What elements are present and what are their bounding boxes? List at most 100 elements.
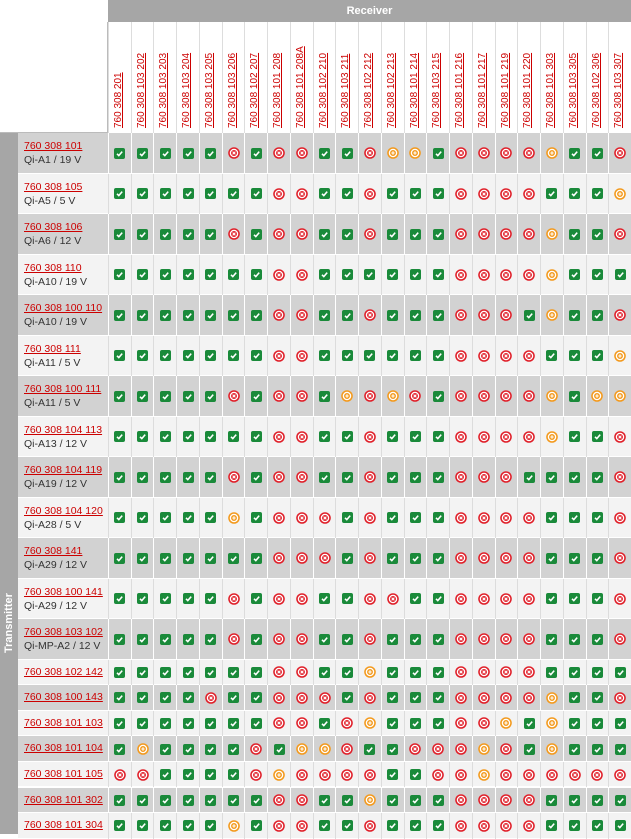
product-link[interactable]: 760 308 100 111 <box>24 383 102 395</box>
status-cell <box>449 538 472 579</box>
product-link[interactable]: 760 308 100 141 <box>24 585 103 598</box>
product-link[interactable]: 760 308 110 <box>24 261 82 274</box>
product-spec: Qi-A29 / 12 V <box>24 559 88 571</box>
status-cell <box>403 376 427 417</box>
status-icon <box>341 768 354 781</box>
status-icon <box>319 390 331 402</box>
product-link[interactable]: 760 308 104 119 <box>24 464 103 476</box>
status-cell <box>244 416 267 457</box>
status-icon <box>205 512 217 524</box>
status-cell <box>471 254 495 295</box>
product-link[interactable]: 760 308 101 103 <box>24 716 103 729</box>
status-icon <box>250 309 262 321</box>
status-cell <box>562 685 586 711</box>
status-cell <box>608 335 631 376</box>
status-cell <box>471 736 495 762</box>
status-cell <box>449 416 472 457</box>
status-icon <box>273 794 285 807</box>
status-cell <box>153 173 176 214</box>
row: 760 308 100 141 Qi-A29 / 12 V <box>18 578 631 619</box>
row-label: 760 308 101 104 <box>24 741 108 755</box>
status-cell <box>130 761 154 788</box>
product-link[interactable]: 760 308 101 302 <box>24 793 103 806</box>
status-cell <box>108 619 131 660</box>
status-cell <box>153 659 176 686</box>
status-cell <box>198 214 222 255</box>
status-cell <box>221 416 245 457</box>
status-cell <box>312 619 336 660</box>
status-icon <box>159 794 171 806</box>
status-cell <box>562 761 586 788</box>
product-link[interactable]: 760 308 100 143 <box>24 691 103 704</box>
status-icon <box>387 692 399 704</box>
status-icon <box>387 350 399 362</box>
status-cell <box>380 214 404 255</box>
product-link[interactable]: 760 308 101 <box>24 140 83 152</box>
column-header: 760 308 102 306 <box>590 52 602 128</box>
status-icon <box>182 769 194 781</box>
product-link[interactable]: 760 308 105 <box>24 180 83 193</box>
product-link[interactable]: 760 308 111 <box>24 342 81 355</box>
status-cell <box>130 685 154 711</box>
status-icon <box>455 228 467 241</box>
product-link[interactable]: 760 308 104 120 <box>24 504 103 517</box>
status-cell <box>289 173 313 214</box>
status-cell <box>358 736 381 762</box>
status-cell <box>221 457 245 498</box>
status-cell <box>335 736 358 762</box>
status-icon <box>591 820 603 832</box>
status-icon <box>182 188 194 200</box>
status-cell <box>380 761 404 788</box>
status-icon <box>455 268 467 281</box>
status-cell <box>449 813 472 839</box>
status-cell <box>312 710 336 737</box>
status-cell <box>608 497 631 538</box>
status-cell <box>198 736 222 762</box>
status-icon <box>250 188 262 200</box>
status-icon <box>227 390 240 403</box>
column-divider <box>335 22 337 133</box>
status-icon <box>159 717 171 729</box>
status-icon <box>114 471 126 483</box>
status-cell <box>403 787 427 814</box>
status-cell <box>130 133 154 174</box>
status-cell <box>221 335 245 376</box>
status-icon <box>114 431 126 443</box>
product-link[interactable]: 760 308 103 102 <box>24 626 103 638</box>
row: 760 308 104 120 Qi-A28 / 5 V <box>18 497 631 538</box>
column-divider <box>403 22 405 133</box>
status-icon <box>569 820 581 832</box>
status-cell <box>585 214 609 255</box>
status-icon <box>477 430 490 443</box>
product-link[interactable]: 760 308 102 142 <box>24 665 103 678</box>
product-link[interactable]: 760 308 101 304 <box>24 819 103 832</box>
status-cell <box>403 497 427 538</box>
product-link[interactable]: 760 308 141 <box>24 545 83 557</box>
status-cell <box>540 214 563 255</box>
status-cell <box>380 295 404 336</box>
status-cell <box>517 295 540 336</box>
product-link[interactable]: 760 308 104 113 <box>24 423 103 436</box>
status-cell <box>335 376 358 417</box>
status-cell <box>176 685 199 711</box>
status-cell <box>494 538 518 579</box>
product-link[interactable]: 760 308 101 105 <box>24 767 103 780</box>
status-cell <box>562 254 586 295</box>
status-icon <box>500 309 513 322</box>
status-icon <box>546 768 558 781</box>
status-cell <box>608 416 631 457</box>
status-cell <box>312 295 336 336</box>
product-link[interactable]: 760 308 106 <box>24 221 83 233</box>
status-cell <box>108 578 131 619</box>
status-icon <box>364 269 376 281</box>
status-icon <box>523 743 535 755</box>
status-icon <box>546 188 558 200</box>
status-icon <box>341 431 353 443</box>
product-link[interactable]: 760 308 101 104 <box>24 742 103 755</box>
status-cell <box>426 710 449 737</box>
product-link[interactable]: 760 308 100 110 <box>24 302 103 314</box>
status-icon <box>341 512 353 524</box>
status-icon <box>614 471 626 484</box>
status-icon <box>614 390 626 403</box>
status-cell <box>358 457 381 498</box>
